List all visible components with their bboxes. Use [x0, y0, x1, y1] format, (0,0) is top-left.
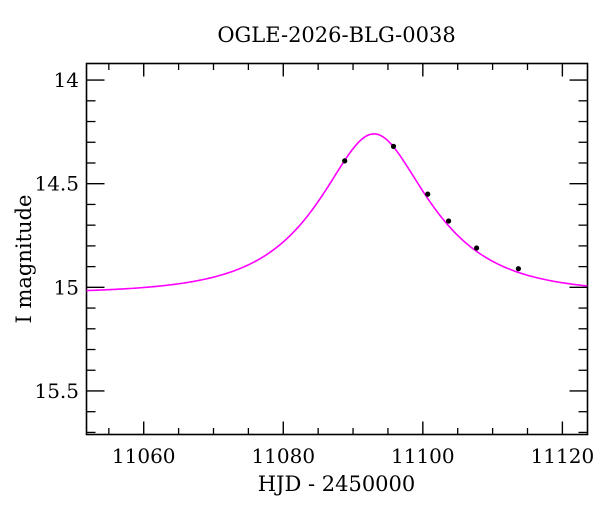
y-tick-label: 14 — [54, 68, 79, 92]
model-curve — [86, 133, 588, 292]
x-tick-label: 11120 — [531, 444, 595, 468]
y-tick-label: 15.5 — [34, 379, 79, 403]
y-tick-label: 14.5 — [34, 172, 79, 196]
x-tick-label: 11100 — [391, 444, 455, 468]
plot-frame — [85, 62, 589, 436]
y-tick-label: 15 — [54, 275, 79, 299]
data-point — [446, 218, 452, 224]
x-tick-label: 11080 — [251, 444, 315, 468]
x-axis-label: HJD - 2450000 — [258, 472, 416, 496]
plot-content: 11060 11080 11100 11120 14 14.5 15 15.5 — [34, 62, 595, 468]
data-point — [390, 143, 397, 149]
y-axis-label: I magnitude — [12, 195, 36, 324]
chart-title: OGLE-2026-BLG-0038 — [217, 23, 455, 47]
data-point — [474, 245, 480, 251]
data-point — [425, 191, 431, 197]
data-point — [342, 158, 348, 164]
data-point — [515, 266, 522, 272]
x-tick-label: 11060 — [112, 444, 176, 468]
